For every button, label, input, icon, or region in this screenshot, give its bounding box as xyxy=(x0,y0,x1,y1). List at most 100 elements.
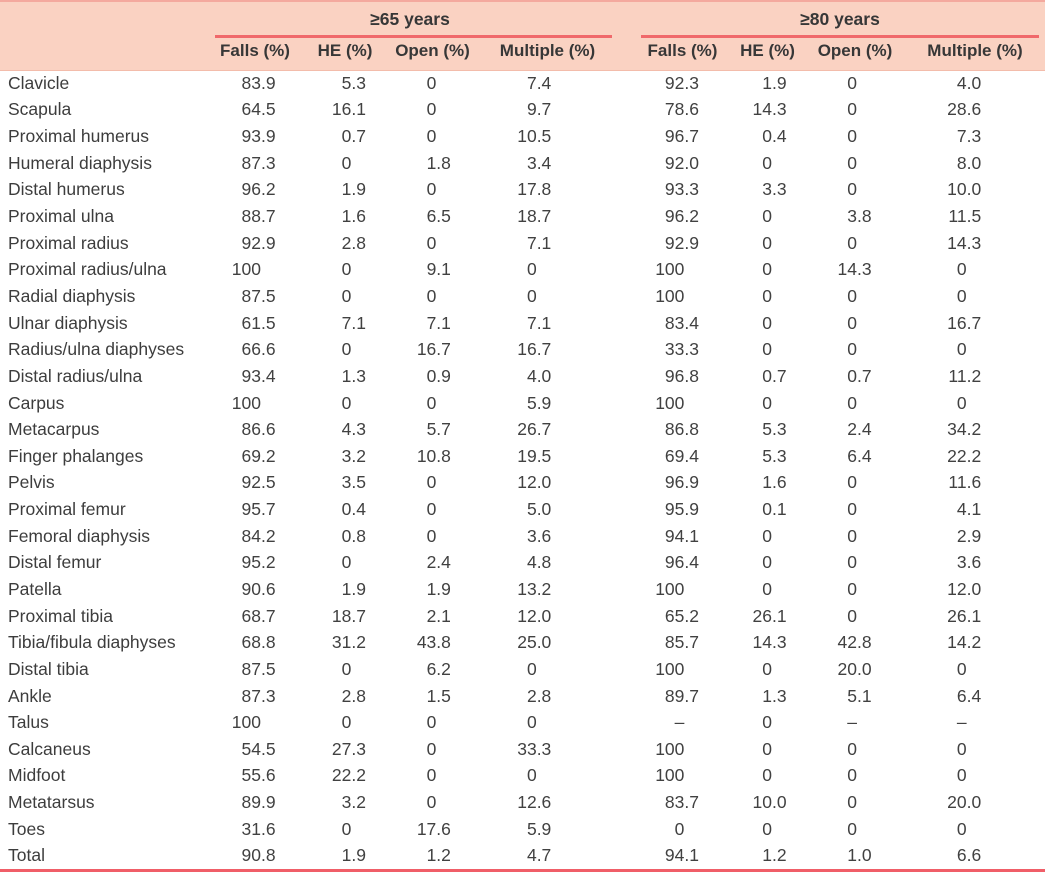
group-gap-spacer xyxy=(615,816,635,843)
value-cell: 10.8 xyxy=(416,445,451,466)
row-label: Total xyxy=(8,845,45,866)
row-label: Clavicle xyxy=(8,73,70,94)
value-cell: 16.7 xyxy=(416,339,451,360)
row-label: Patella xyxy=(8,578,62,599)
value-cell: 0 xyxy=(847,552,857,573)
table-row: Distal tibia 87.5 0 6.2 0 100 0 20.0 0 xyxy=(0,656,1045,683)
value-cell: 0.4 xyxy=(762,126,787,147)
value-cell: 4.0 xyxy=(526,365,552,386)
value-cell: 0 xyxy=(426,712,437,733)
table-row: Talus 100 0 0 0 – 0 – – xyxy=(0,709,1045,736)
group-gap-spacer xyxy=(615,843,635,870)
group-gap-spacer xyxy=(615,2,635,38)
value-cell: 8.0 xyxy=(956,152,982,173)
value-cell: 0 xyxy=(847,232,857,253)
value-cell: 0 xyxy=(847,73,857,94)
value-cell: 55.6 xyxy=(241,765,276,786)
value-cell: 0 xyxy=(762,339,772,360)
group-gap-spacer xyxy=(615,656,635,683)
row-label: Talus xyxy=(8,712,49,733)
value-cell: 1.3 xyxy=(762,685,787,706)
value-cell: 0 xyxy=(341,392,352,413)
value-cell: 96.4 xyxy=(664,552,699,573)
value-cell: 0 xyxy=(847,605,857,626)
row-label: Proximal radius/ulna xyxy=(8,259,167,280)
value-cell: 93.3 xyxy=(664,179,699,200)
value-cell: 0 xyxy=(341,658,352,679)
value-cell: 33.3 xyxy=(517,738,552,759)
value-cell: 96.8 xyxy=(664,365,699,386)
value-cell: 0 xyxy=(762,525,772,546)
value-cell: 4.7 xyxy=(526,845,552,866)
value-cell: 1.9 xyxy=(341,845,366,866)
group-gap-spacer xyxy=(615,283,635,310)
group-gap-spacer xyxy=(615,683,635,710)
value-cell: 1.9 xyxy=(341,179,366,200)
value-cell: 1.3 xyxy=(341,365,366,386)
value-cell: 85.7 xyxy=(664,632,699,653)
row-label: Toes xyxy=(8,818,45,839)
table-row: Scapula 64.5 16.1 0 9.7 78.6 14.3 0 28.6 xyxy=(0,97,1045,124)
row-label: Distal tibia xyxy=(8,658,89,679)
row-label: Proximal tibia xyxy=(8,605,114,626)
value-cell: 2.1 xyxy=(426,605,451,626)
value-cell: 5.0 xyxy=(526,499,552,520)
value-cell: – xyxy=(956,712,967,733)
value-cell: 96.7 xyxy=(664,126,699,147)
value-cell: 3.2 xyxy=(341,792,366,813)
table-row: Proximal radius 92.9 2.8 0 7.1 92.9 0 0 14.3 xyxy=(0,230,1045,257)
value-cell: 1.0 xyxy=(847,845,872,866)
value-cell: 0.9 xyxy=(426,365,451,386)
value-cell: 3.8 xyxy=(847,206,872,227)
value-cell: 87.3 xyxy=(241,685,276,706)
value-cell: 0 xyxy=(762,818,772,839)
value-cell: 0.7 xyxy=(762,365,787,386)
row-label: Pelvis xyxy=(8,472,55,493)
group-gap-spacer xyxy=(615,789,635,816)
value-cell: 14.3 xyxy=(752,632,787,653)
table-row: Toes 31.6 0 17.6 5.9 0 0 0 0 xyxy=(0,816,1045,843)
value-cell: 3.2 xyxy=(341,445,366,466)
table-row: Midfoot 55.6 22.2 0 0 100 0 0 0 xyxy=(0,763,1045,790)
row-label: Tibia/fibula diaphyses xyxy=(8,632,176,653)
table-row: Radius/ulna diaphyses 66.6 0 16.7 16.7 33.3 0 0… xyxy=(0,336,1045,363)
value-cell: 92.5 xyxy=(241,472,276,493)
value-cell: 89.9 xyxy=(241,792,276,813)
value-cell: 0 xyxy=(956,392,967,413)
value-cell: 1.6 xyxy=(762,472,787,493)
table-body: Clavicle 83.9 5.3 0 7.4 92.3 1.9 0 4.0 Scapula 64.… xyxy=(0,70,1045,869)
value-cell: 95.9 xyxy=(664,499,699,520)
value-cell: 0 xyxy=(847,525,857,546)
value-cell: 100 xyxy=(655,285,685,306)
value-cell: 10.0 xyxy=(752,792,787,813)
value-cell: 95.7 xyxy=(241,499,276,520)
value-cell: 0 xyxy=(762,578,772,599)
value-cell: 7.1 xyxy=(426,312,451,333)
col-header-he-65: HE (%) xyxy=(305,38,385,71)
value-cell: 0 xyxy=(847,285,857,306)
value-cell: 3.5 xyxy=(341,472,366,493)
value-cell: 16.7 xyxy=(947,312,982,333)
row-label: Scapula xyxy=(8,99,72,120)
value-cell: 88.7 xyxy=(241,206,276,227)
group-gap-spacer xyxy=(615,390,635,417)
value-cell: 87.5 xyxy=(241,658,276,679)
value-cell: 31.2 xyxy=(331,632,366,653)
value-cell: 11.5 xyxy=(948,206,982,227)
value-cell: 5.3 xyxy=(762,445,787,466)
value-cell: 100 xyxy=(231,259,261,280)
value-cell: 16.1 xyxy=(331,99,366,120)
value-cell: 16.7 xyxy=(517,339,552,360)
row-label: Proximal ulna xyxy=(8,206,115,227)
value-cell: 18.7 xyxy=(517,206,552,227)
value-cell: 0 xyxy=(426,792,437,813)
value-cell: 10.5 xyxy=(517,126,552,147)
table-top-rule xyxy=(0,0,1045,2)
group-gap-spacer xyxy=(615,203,635,230)
value-cell: 10.0 xyxy=(947,179,982,200)
group-gap-spacer xyxy=(615,709,635,736)
group-gap-spacer xyxy=(615,123,635,150)
row-label: Metacarpus xyxy=(8,419,100,440)
table-row: Distal humerus 96.2 1.9 0 17.8 93.3 3.3 0 10.0 xyxy=(0,177,1045,204)
row-label: Radius/ulna diaphyses xyxy=(8,339,185,360)
